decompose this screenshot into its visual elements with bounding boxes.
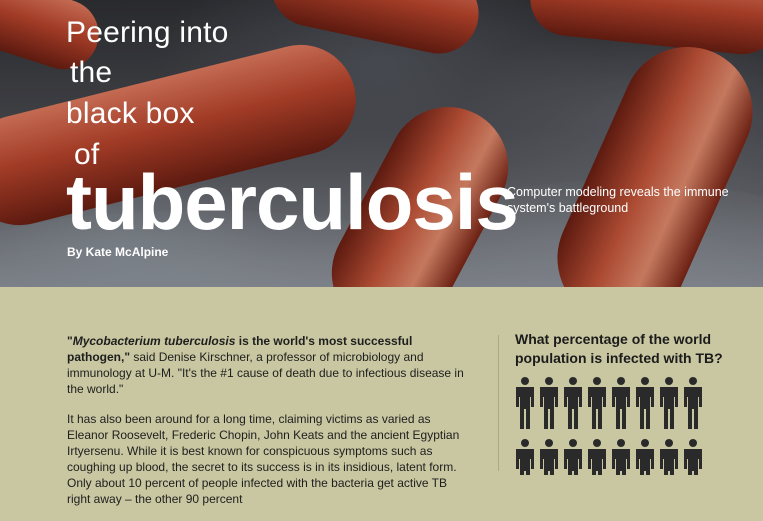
bacteria-illustration — [0, 0, 763, 287]
lead-bold: is the world's most successful pathogen,… — [67, 334, 413, 364]
hero-banner: Peering into the black box of tuberculos… — [0, 0, 763, 287]
article-paragraph: "Mycobacterium tuberculosis is the world… — [67, 333, 467, 397]
person-icon — [612, 439, 630, 475]
person-icon — [636, 377, 654, 429]
person-icon — [564, 377, 582, 429]
person-icon — [540, 439, 558, 475]
person-icon — [684, 377, 702, 429]
page-title: tuberculosis — [66, 158, 519, 246]
person-icon — [612, 377, 630, 429]
subtitle: Computer modeling reveals the immune sys… — [507, 185, 729, 215]
person-icon — [516, 377, 534, 429]
bacterium-rod — [557, 46, 753, 287]
sidebar-infographic: What percentage of the world population … — [515, 330, 745, 475]
title-line: Peering into — [66, 16, 229, 49]
title-line: black box — [66, 97, 195, 130]
person-icon — [540, 377, 558, 429]
infographic-question: What percentage of the world population … — [515, 331, 723, 366]
person-icon — [588, 439, 606, 475]
byline: By Kate McAlpine — [67, 245, 169, 259]
pathogen-name: Mycobacterium tuberculosis — [72, 334, 236, 348]
person-icon — [588, 377, 606, 429]
hero-shade — [0, 0, 763, 287]
person-icon — [516, 439, 534, 475]
title-line: the — [70, 56, 113, 89]
bacterium-rod — [0, 0, 99, 70]
person-icon — [660, 377, 678, 429]
person-icon — [660, 439, 678, 475]
column-divider — [498, 335, 499, 471]
person-icon — [684, 439, 702, 475]
person-icon — [636, 439, 654, 475]
quote-mark: " — [67, 334, 73, 348]
bacterium-rod — [271, 0, 479, 54]
bacterium-rod — [0, 44, 356, 226]
lead-rest: said Denise Kirschner, a professor of mi… — [67, 350, 464, 396]
article-paragraph: It has also been around for a long time,… — [67, 412, 460, 506]
bacterium-rod — [331, 107, 509, 287]
bacterium-rod — [530, 0, 763, 55]
title-line: of — [74, 138, 100, 171]
people-grid — [516, 377, 702, 475]
article-body: "Mycobacterium tuberculosis is the world… — [67, 333, 467, 521]
person-icon — [564, 439, 582, 475]
